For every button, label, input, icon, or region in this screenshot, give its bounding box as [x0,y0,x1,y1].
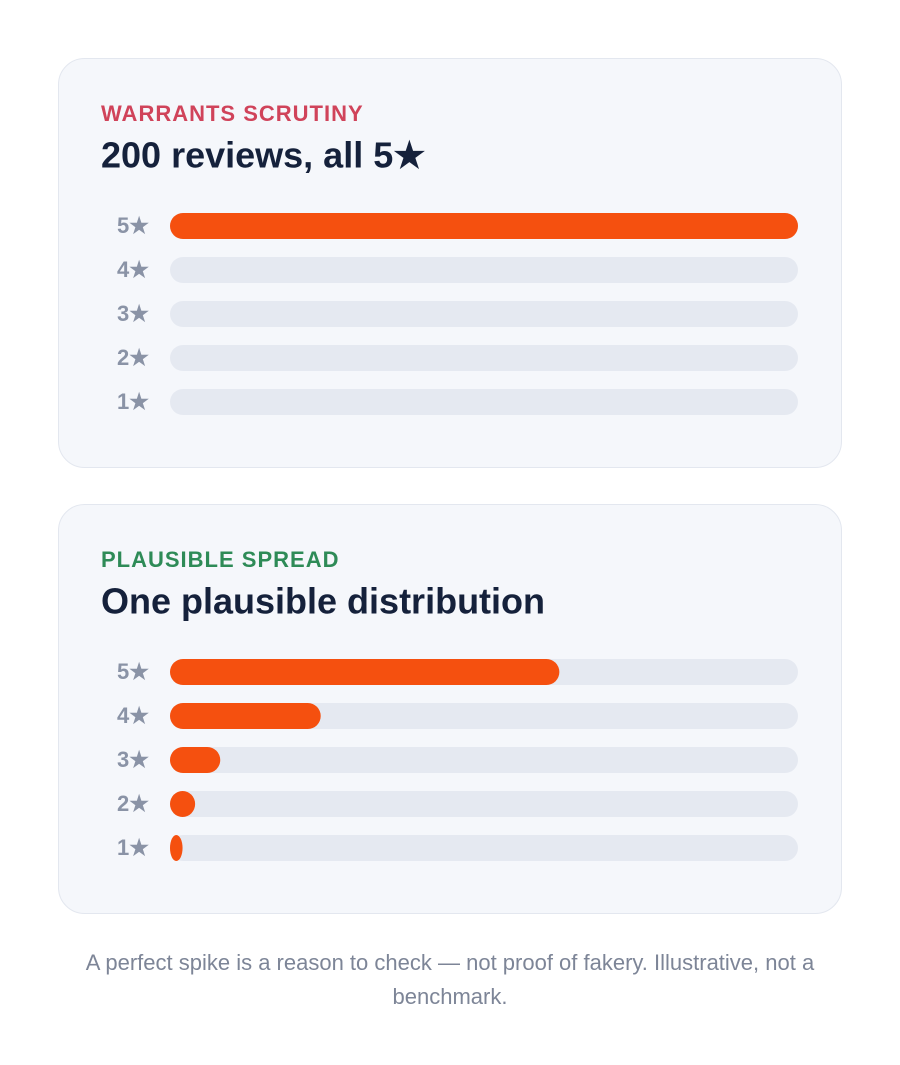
row-label: 5★ [117,213,149,238]
bar-track [170,703,798,729]
footnote: A perfect spike is a reason to check — n… [85,950,815,1009]
bar [170,791,196,817]
bar-track [170,345,798,371]
bar-track [170,301,798,327]
bar [170,213,798,239]
card-title: 200 reviews, all 5★ [101,135,426,176]
row-label: 4★ [117,703,149,728]
charts: WARRANTS SCRUTINY 200 reviews, all 5★ 5★ 4★… [58,58,842,914]
bar [170,747,221,773]
bar-track [170,257,798,283]
bar [170,835,183,861]
row-label: 3★ [117,747,149,772]
bar [170,703,321,729]
bar [170,659,560,685]
bar-track [170,791,798,817]
bar-track [170,835,798,861]
kicker: PLAUSIBLE SPREAD [101,547,339,572]
kicker: WARRANTS SCRUTINY [101,101,364,126]
row-label: 3★ [117,301,149,326]
row-label: 5★ [117,659,149,684]
bar-track [170,389,798,415]
row-label: 2★ [117,345,149,370]
row-label: 2★ [117,791,149,816]
row-label: 4★ [117,257,149,282]
card-title: One plausible distribution [101,581,545,622]
row-label: 1★ [117,389,149,414]
row-label: 1★ [117,835,149,860]
bar-track [170,747,798,773]
